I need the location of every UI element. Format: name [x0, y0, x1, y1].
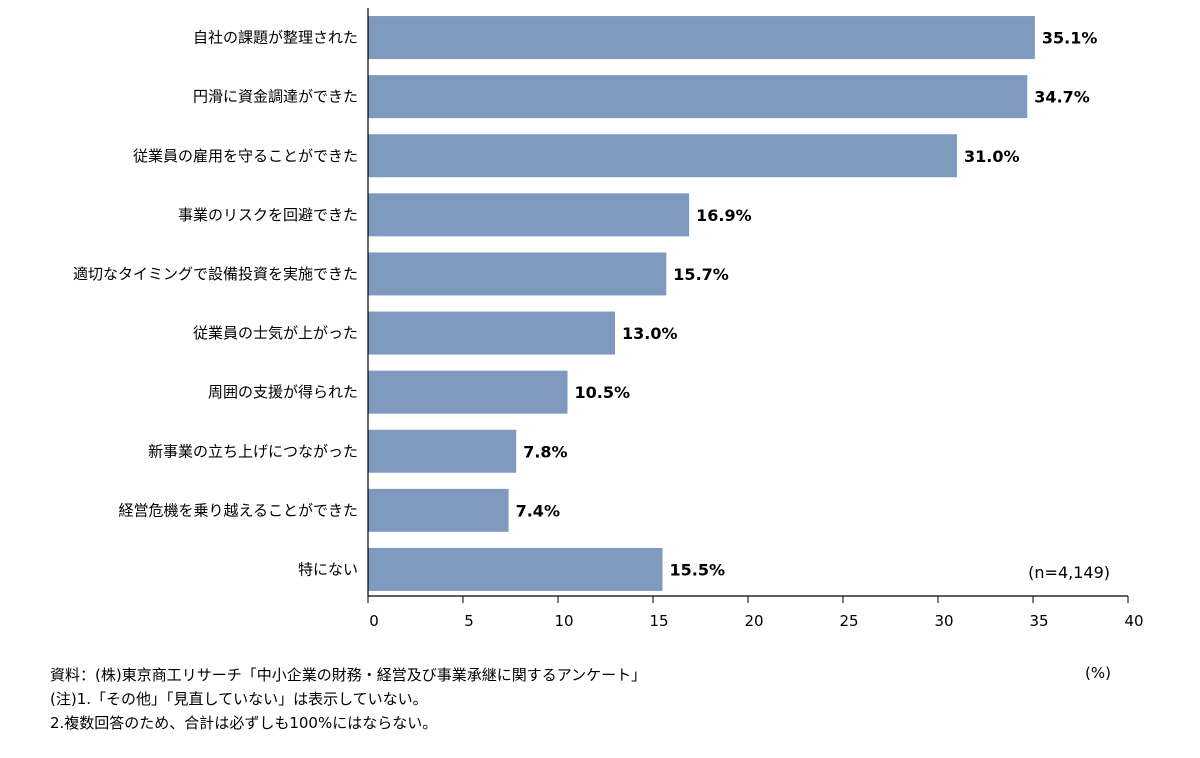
x-tick-label: 15	[649, 612, 668, 630]
sample-size-note: (n=4,149)	[1028, 563, 1110, 582]
x-axis-ticks: 0 5 10 15 20 25 30 35 40	[367, 596, 1144, 630]
value-label: 7.4%	[516, 501, 560, 520]
category-label: 従業員の雇用を守ることができた	[133, 147, 358, 165]
bar	[368, 252, 667, 296]
value-label: 35.1%	[1042, 29, 1098, 48]
value-labels: 35.1% 34.7% 31.0% 16.9% 15.7% 13.0% 10.5% 7.8% 7…	[516, 29, 1098, 580]
category-label: 経営危機を乗り越えることができた	[118, 501, 358, 519]
value-label: 10.5%	[575, 383, 631, 402]
category-labels: 自社の課題が整理された円滑に資金調達ができた従業員の雇用を守ることができた事業の…	[73, 29, 358, 579]
category-label: 適切なタイミングで設備投資を実施できた	[73, 265, 358, 283]
bar	[368, 429, 517, 473]
category-label: 特にない	[298, 560, 358, 578]
category-label: 新事業の立ち上げにつながった	[148, 442, 358, 460]
bars-layer	[368, 16, 1035, 591]
x-tick-label: 25	[839, 612, 858, 630]
unit-label: (%)	[1085, 664, 1111, 682]
value-label: 31.0%	[964, 147, 1020, 166]
x-tick-label: 0	[369, 612, 379, 630]
bar	[368, 193, 690, 237]
x-tick-label: 40	[1124, 612, 1143, 630]
category-label: 円滑に資金調達ができた	[193, 88, 358, 106]
note-1: (注)1.「その他」「見直していない」は表示していない。	[50, 690, 428, 708]
value-label: 7.8%	[523, 442, 567, 461]
bar	[368, 134, 957, 178]
x-tick-label: 35	[1029, 612, 1048, 630]
x-tick-label: 5	[464, 612, 474, 630]
x-tick-label: 30	[934, 612, 953, 630]
value-label: 15.5%	[670, 560, 726, 579]
bar	[368, 547, 663, 591]
bar	[368, 488, 509, 532]
bar-chart: 自社の課題が整理された円滑に資金調達ができた従業員の雇用を守ることができた事業の…	[73, 8, 1144, 630]
bar	[368, 75, 1028, 119]
category-label: 従業員の士気が上がった	[193, 324, 358, 342]
note-2: 2.複数回答のため、合計は必ずしも100%にはならない。	[50, 714, 438, 732]
value-label: 13.0%	[622, 324, 678, 343]
category-label: 自社の課題が整理された	[193, 29, 358, 47]
value-label: 34.7%	[1034, 88, 1090, 107]
bar	[368, 16, 1035, 60]
category-label: 周囲の支援が得られた	[208, 383, 358, 401]
x-tick-label: 20	[744, 612, 763, 630]
category-label: 事業のリスクを回避できた	[178, 206, 358, 224]
value-label: 15.7%	[673, 265, 729, 284]
source-note: 資料：(株)東京商工リサーチ「中小企業の財務・経営及び事業承継に関するアンケート…	[50, 666, 647, 684]
value-label: 16.9%	[696, 206, 752, 225]
bar	[368, 370, 568, 414]
x-tick-label: 10	[554, 612, 573, 630]
bar	[368, 311, 615, 355]
